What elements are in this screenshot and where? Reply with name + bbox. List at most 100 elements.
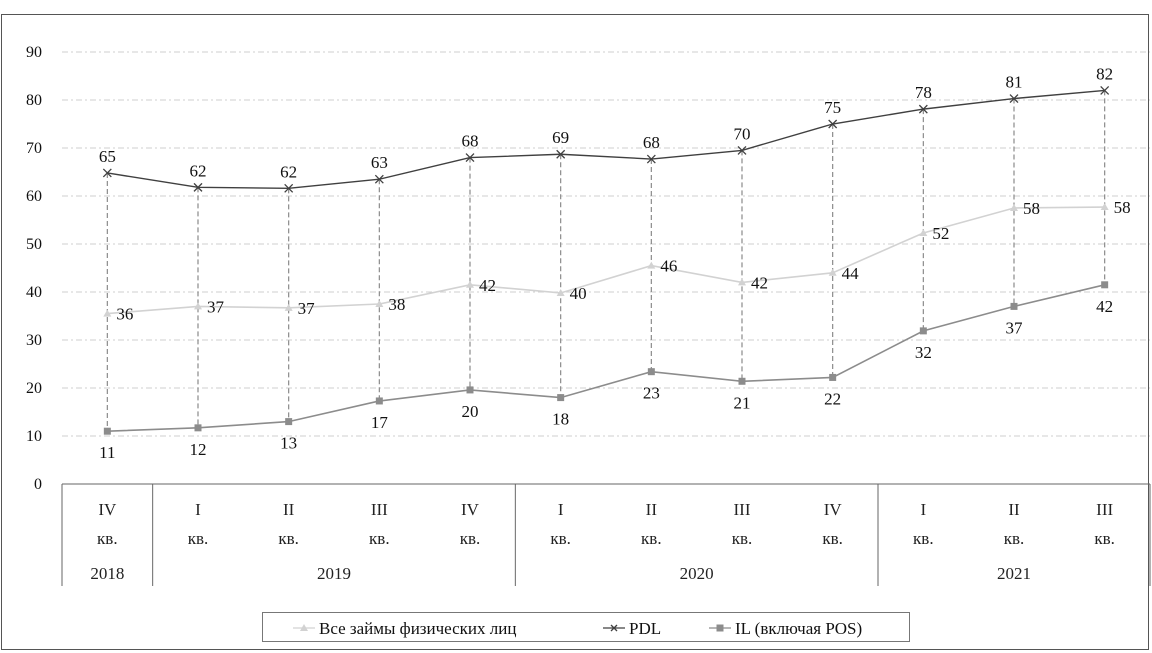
legend: Все займы физических лиц PDL IL (включая P… (262, 612, 910, 642)
series-point (103, 309, 112, 317)
chart-frame (1, 14, 1149, 650)
series-point (919, 228, 928, 236)
series-point (918, 104, 928, 114)
legend-marker (610, 624, 618, 632)
y-tick-label: 20 (26, 380, 42, 397)
data-label: 62 (190, 161, 207, 180)
y-tick-label: 10 (26, 428, 42, 445)
data-label: 18 (552, 410, 569, 429)
series-point (828, 119, 838, 129)
data-label: 46 (660, 257, 677, 276)
quarter-label: II (1008, 500, 1020, 519)
y-tick-label: 80 (26, 92, 42, 109)
data-label: 42 (751, 273, 768, 292)
y-tick-label: 60 (26, 188, 42, 205)
quarter-suffix-label: кв. (822, 529, 843, 548)
year-label: 2021 (997, 564, 1031, 583)
series-point (284, 303, 293, 311)
series-point (647, 368, 655, 376)
data-label: 68 (462, 132, 479, 151)
data-label: 63 (371, 153, 388, 172)
series-line (107, 284, 1105, 432)
quarter-suffix-label: кв. (550, 529, 571, 548)
data-label: 23 (643, 384, 660, 403)
data-label: 37 (298, 299, 316, 318)
series-point (1010, 302, 1018, 310)
series-line (107, 89, 1105, 190)
series-point (466, 280, 474, 288)
series-point (828, 268, 837, 276)
series-point (374, 174, 384, 184)
data-label: 37 (1006, 318, 1024, 337)
series-line (107, 206, 1105, 315)
data-label: 36 (116, 305, 133, 324)
data-label: 78 (915, 83, 932, 102)
y-tick-label: 90 (26, 44, 42, 61)
series-point (284, 183, 294, 193)
legend-label: IL (включая POS) (735, 619, 862, 638)
drop-lines (106, 90, 1106, 432)
series-point (556, 288, 565, 296)
series-point (466, 386, 474, 394)
data-label: 68 (643, 133, 660, 152)
data-label: 65 (99, 147, 116, 166)
data-label: 75 (824, 98, 841, 117)
quarter-label: IV (824, 500, 843, 519)
data-label: 62 (280, 162, 297, 181)
legend-marker (716, 624, 724, 632)
x-axis: IV кв. Iкв. II кв. III кв. IV кв. Iкв. II кв. III кв.… (61, 483, 1151, 586)
y-tick-label: 30 (26, 332, 42, 349)
series-point (829, 373, 837, 381)
quarter-label: III (1096, 500, 1113, 519)
data-label: 12 (190, 440, 207, 459)
series-point (738, 278, 746, 286)
quarter-suffix-label: кв. (1094, 529, 1115, 548)
series-point (1100, 203, 1109, 211)
series-point (102, 168, 112, 178)
series-point (919, 327, 927, 335)
quarter-suffix-label: кв. (1004, 529, 1025, 548)
series-point (465, 153, 475, 163)
data-label: 82 (1096, 64, 1113, 83)
series-point (285, 418, 293, 426)
quarter-suffix-label: кв. (97, 529, 118, 548)
year-label: 2020 (680, 564, 714, 583)
series-point (1100, 85, 1110, 95)
data-labels: 65 62 62 63 68 69 68 70 75 78 81 82 11 12 13 17 20 18 23 21… (99, 64, 1131, 462)
quarter-label: I (558, 500, 564, 519)
quarter-label: II (283, 500, 295, 519)
quarter-suffix-label: кв. (369, 529, 390, 548)
series-point (375, 300, 384, 307)
y-tick-label: 70 (26, 140, 42, 157)
quarter-label: IV (461, 500, 480, 519)
quarter-suffix-label: кв. (913, 529, 934, 548)
data-label: 20 (462, 402, 479, 421)
quarter-label: I (195, 500, 201, 519)
series-point (646, 154, 656, 164)
year-label: 2019 (317, 564, 351, 583)
quarter-label: I (920, 500, 926, 519)
data-label: 13 (280, 434, 297, 453)
series-point (737, 145, 747, 155)
series-point (556, 149, 566, 159)
series-point (194, 424, 202, 432)
series-point (1101, 281, 1109, 289)
data-label: 38 (388, 295, 405, 314)
data-label: 42 (1096, 297, 1113, 316)
quarter-label: III (371, 500, 388, 519)
series-markers (102, 85, 1110, 435)
legend-label: Все займы физических лиц (319, 619, 516, 638)
y-tick-label: 0 (34, 476, 42, 493)
data-label: 44 (842, 264, 860, 283)
data-label: 70 (734, 124, 751, 143)
y-axis: 0 10 20 30 40 50 60 70 80 90 (26, 44, 42, 493)
data-label: 69 (552, 128, 569, 147)
data-label: 32 (915, 343, 932, 362)
quarter-suffix-label: кв. (641, 529, 662, 548)
legend-label: PDL (629, 619, 661, 638)
series-point (1009, 94, 1019, 104)
data-label: 17 (371, 413, 389, 432)
series-point (1010, 204, 1018, 211)
data-label: 40 (570, 284, 587, 303)
